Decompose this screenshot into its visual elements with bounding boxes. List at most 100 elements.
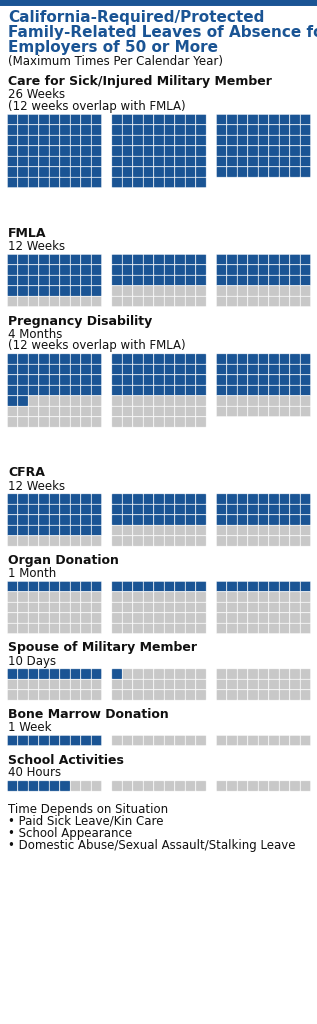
FancyBboxPatch shape	[164, 115, 175, 125]
FancyBboxPatch shape	[258, 365, 269, 375]
Text: • Paid Sick Leave/Kin Care: • Paid Sick Leave/Kin Care	[8, 815, 164, 828]
FancyBboxPatch shape	[70, 525, 81, 536]
FancyBboxPatch shape	[60, 365, 70, 375]
FancyBboxPatch shape	[175, 365, 185, 375]
FancyBboxPatch shape	[196, 275, 206, 286]
FancyBboxPatch shape	[216, 125, 227, 135]
FancyBboxPatch shape	[49, 624, 60, 634]
FancyBboxPatch shape	[248, 624, 258, 634]
FancyBboxPatch shape	[143, 504, 154, 515]
FancyBboxPatch shape	[7, 145, 18, 157]
FancyBboxPatch shape	[122, 286, 133, 296]
FancyBboxPatch shape	[216, 167, 227, 177]
FancyBboxPatch shape	[112, 157, 122, 167]
FancyBboxPatch shape	[175, 592, 185, 602]
FancyBboxPatch shape	[154, 286, 164, 296]
FancyBboxPatch shape	[122, 254, 133, 264]
FancyBboxPatch shape	[39, 157, 49, 167]
FancyBboxPatch shape	[28, 177, 39, 187]
FancyBboxPatch shape	[122, 536, 133, 546]
FancyBboxPatch shape	[290, 275, 300, 286]
FancyBboxPatch shape	[279, 265, 290, 275]
FancyBboxPatch shape	[258, 669, 269, 679]
FancyBboxPatch shape	[112, 296, 122, 307]
FancyBboxPatch shape	[81, 157, 91, 167]
FancyBboxPatch shape	[258, 385, 269, 395]
FancyBboxPatch shape	[133, 679, 143, 690]
FancyBboxPatch shape	[154, 602, 164, 612]
FancyBboxPatch shape	[91, 296, 102, 307]
FancyBboxPatch shape	[300, 396, 311, 407]
FancyBboxPatch shape	[269, 354, 279, 365]
FancyBboxPatch shape	[237, 296, 248, 307]
FancyBboxPatch shape	[279, 690, 290, 700]
FancyBboxPatch shape	[290, 115, 300, 125]
FancyBboxPatch shape	[216, 265, 227, 275]
FancyBboxPatch shape	[300, 296, 311, 307]
FancyBboxPatch shape	[196, 669, 206, 679]
FancyBboxPatch shape	[91, 679, 102, 690]
FancyBboxPatch shape	[175, 157, 185, 167]
FancyBboxPatch shape	[290, 407, 300, 417]
FancyBboxPatch shape	[112, 679, 122, 690]
FancyBboxPatch shape	[175, 536, 185, 546]
FancyBboxPatch shape	[248, 690, 258, 700]
FancyBboxPatch shape	[39, 296, 49, 307]
FancyBboxPatch shape	[112, 396, 122, 407]
FancyBboxPatch shape	[49, 515, 60, 525]
FancyBboxPatch shape	[290, 286, 300, 296]
FancyBboxPatch shape	[70, 177, 81, 187]
FancyBboxPatch shape	[112, 494, 122, 504]
Text: 1 Week: 1 Week	[8, 721, 51, 734]
FancyBboxPatch shape	[28, 407, 39, 417]
FancyBboxPatch shape	[60, 254, 70, 264]
FancyBboxPatch shape	[122, 135, 133, 145]
FancyBboxPatch shape	[143, 167, 154, 177]
FancyBboxPatch shape	[185, 157, 196, 167]
FancyBboxPatch shape	[237, 265, 248, 275]
FancyBboxPatch shape	[164, 254, 175, 264]
FancyBboxPatch shape	[7, 624, 18, 634]
FancyBboxPatch shape	[290, 624, 300, 634]
FancyBboxPatch shape	[7, 354, 18, 365]
FancyBboxPatch shape	[154, 177, 164, 187]
FancyBboxPatch shape	[175, 407, 185, 417]
FancyBboxPatch shape	[7, 385, 18, 395]
FancyBboxPatch shape	[279, 365, 290, 375]
Text: 40 Hours: 40 Hours	[8, 767, 61, 779]
Text: 12 Weeks: 12 Weeks	[8, 240, 65, 253]
FancyBboxPatch shape	[122, 602, 133, 612]
FancyBboxPatch shape	[237, 125, 248, 135]
FancyBboxPatch shape	[81, 417, 91, 427]
FancyBboxPatch shape	[122, 582, 133, 592]
FancyBboxPatch shape	[143, 735, 154, 745]
FancyBboxPatch shape	[164, 157, 175, 167]
FancyBboxPatch shape	[91, 612, 102, 624]
FancyBboxPatch shape	[49, 375, 60, 385]
FancyBboxPatch shape	[143, 157, 154, 167]
FancyBboxPatch shape	[49, 296, 60, 307]
FancyBboxPatch shape	[279, 525, 290, 536]
FancyBboxPatch shape	[28, 275, 39, 286]
FancyBboxPatch shape	[196, 515, 206, 525]
FancyBboxPatch shape	[227, 612, 237, 624]
FancyBboxPatch shape	[122, 515, 133, 525]
FancyBboxPatch shape	[196, 157, 206, 167]
FancyBboxPatch shape	[39, 407, 49, 417]
FancyBboxPatch shape	[154, 157, 164, 167]
FancyBboxPatch shape	[70, 624, 81, 634]
FancyBboxPatch shape	[7, 265, 18, 275]
FancyBboxPatch shape	[237, 157, 248, 167]
FancyBboxPatch shape	[133, 417, 143, 427]
FancyBboxPatch shape	[185, 286, 196, 296]
FancyBboxPatch shape	[122, 167, 133, 177]
FancyBboxPatch shape	[185, 265, 196, 275]
FancyBboxPatch shape	[164, 177, 175, 187]
FancyBboxPatch shape	[164, 125, 175, 135]
FancyBboxPatch shape	[175, 582, 185, 592]
Text: 12 Weeks: 12 Weeks	[8, 479, 65, 493]
FancyBboxPatch shape	[70, 735, 81, 745]
FancyBboxPatch shape	[216, 780, 227, 792]
FancyBboxPatch shape	[7, 612, 18, 624]
FancyBboxPatch shape	[91, 135, 102, 145]
